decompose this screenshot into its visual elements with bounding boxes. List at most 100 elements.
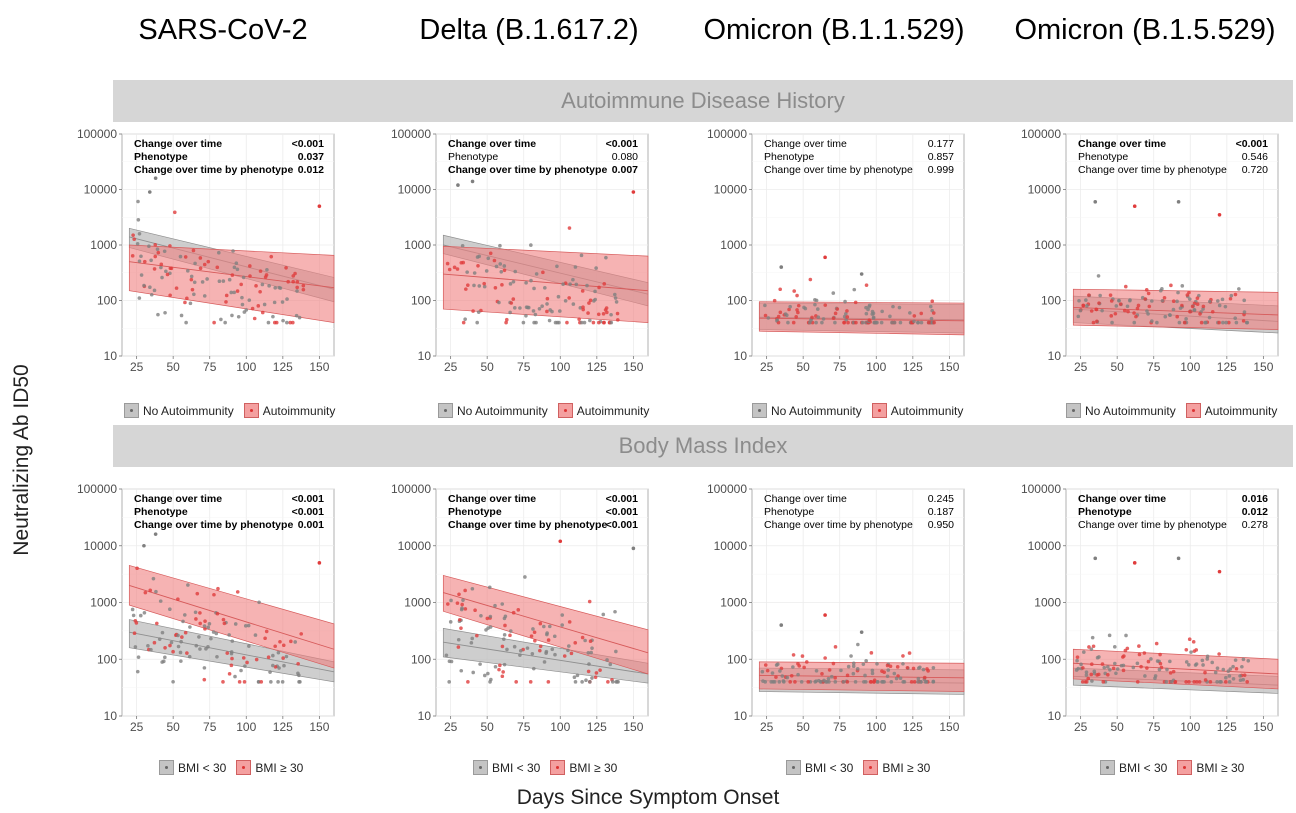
stat-value: <0.001 — [1236, 138, 1269, 150]
data-point — [524, 281, 528, 285]
data-point — [1219, 680, 1223, 684]
data-point — [528, 680, 533, 684]
outlier-point — [823, 255, 827, 260]
y-tick-label: 100000 — [77, 127, 117, 141]
data-point — [266, 655, 271, 660]
data-point — [1149, 657, 1153, 661]
data-point — [588, 639, 593, 644]
outlier-point — [558, 539, 563, 544]
data-point — [1245, 680, 1249, 684]
data-point — [147, 244, 151, 248]
data-point — [791, 653, 796, 657]
data-point — [846, 664, 851, 669]
legend-label-gray: No Autoimmunity — [1085, 403, 1176, 418]
outlier-point — [1176, 556, 1181, 561]
y-tick-label: 100000 — [391, 127, 431, 141]
data-point — [544, 649, 549, 654]
data-point — [178, 254, 183, 259]
data-point — [230, 639, 235, 643]
data-point — [1081, 303, 1086, 308]
data-point — [820, 320, 824, 325]
data-point — [152, 288, 157, 293]
x-tick-label: 75 — [203, 720, 217, 734]
outlier-point — [779, 623, 784, 627]
data-point — [1192, 649, 1197, 653]
data-point — [1115, 667, 1120, 671]
data-point — [247, 644, 251, 648]
data-point — [488, 251, 493, 256]
data-point — [206, 645, 210, 649]
data-point — [880, 669, 884, 673]
data-point — [466, 680, 470, 684]
data-point — [476, 310, 481, 314]
outlier-point — [317, 204, 322, 209]
data-point — [291, 320, 295, 325]
legend-autoimmune-2: No Autoimmunity Autoimmunity — [438, 403, 649, 418]
data-point — [1086, 676, 1091, 681]
data-point — [217, 279, 222, 284]
data-point — [151, 576, 156, 581]
x-tick-label: 75 — [203, 360, 217, 374]
data-point — [886, 668, 891, 672]
data-point — [215, 654, 219, 659]
data-point — [827, 668, 832, 672]
data-point — [136, 655, 141, 659]
data-point — [1169, 283, 1173, 288]
data-point — [224, 300, 228, 304]
data-point — [1110, 320, 1114, 325]
data-point — [229, 290, 234, 295]
x-tick-label: 100 — [1180, 720, 1200, 734]
outlier-point — [153, 532, 158, 536]
data-point — [1106, 672, 1110, 677]
data-point — [901, 654, 905, 658]
data-point — [281, 656, 285, 660]
data-point — [471, 309, 475, 313]
x-axis-label: Days Since Symptom Onset — [516, 786, 780, 809]
data-point — [262, 302, 267, 307]
data-point — [1084, 673, 1089, 677]
data-point — [239, 668, 243, 673]
data-point — [1184, 317, 1188, 321]
data-point — [139, 273, 144, 277]
data-point — [254, 657, 259, 662]
stat-label: Change over time — [134, 138, 222, 150]
data-point — [774, 675, 778, 679]
y-tick-label: 1000 — [1034, 596, 1061, 610]
data-point — [531, 666, 536, 671]
x-tick-label: 100 — [550, 360, 570, 374]
stat-value: 0.999 — [928, 164, 954, 176]
data-point — [497, 300, 501, 305]
data-point — [269, 254, 274, 259]
data-point — [179, 639, 183, 644]
data-point — [892, 320, 897, 325]
data-point — [907, 651, 912, 655]
data-point — [1097, 655, 1101, 659]
data-point — [463, 588, 467, 593]
data-point — [880, 309, 884, 314]
data-point — [1231, 677, 1236, 681]
data-point — [1158, 661, 1163, 666]
outlier-point — [631, 546, 636, 551]
data-point — [1203, 670, 1207, 675]
data-point — [541, 270, 545, 275]
data-point — [280, 680, 285, 684]
data-point — [921, 667, 926, 672]
x-tick-label: 100 — [866, 720, 886, 734]
legend-key-gray — [752, 403, 767, 418]
data-point — [778, 669, 782, 673]
data-point — [1233, 658, 1238, 662]
data-point — [1198, 312, 1202, 316]
data-point — [868, 680, 873, 684]
data-point — [447, 267, 452, 272]
data-point — [180, 635, 184, 639]
data-point — [230, 656, 234, 661]
data-point — [1197, 680, 1202, 684]
data-point — [1241, 657, 1246, 662]
data-point — [297, 673, 301, 678]
data-point — [444, 653, 449, 658]
data-point — [613, 296, 618, 300]
data-point — [582, 320, 587, 325]
outlier-point — [1217, 569, 1222, 574]
x-tick-label: 50 — [166, 360, 180, 374]
data-point — [1217, 652, 1221, 656]
